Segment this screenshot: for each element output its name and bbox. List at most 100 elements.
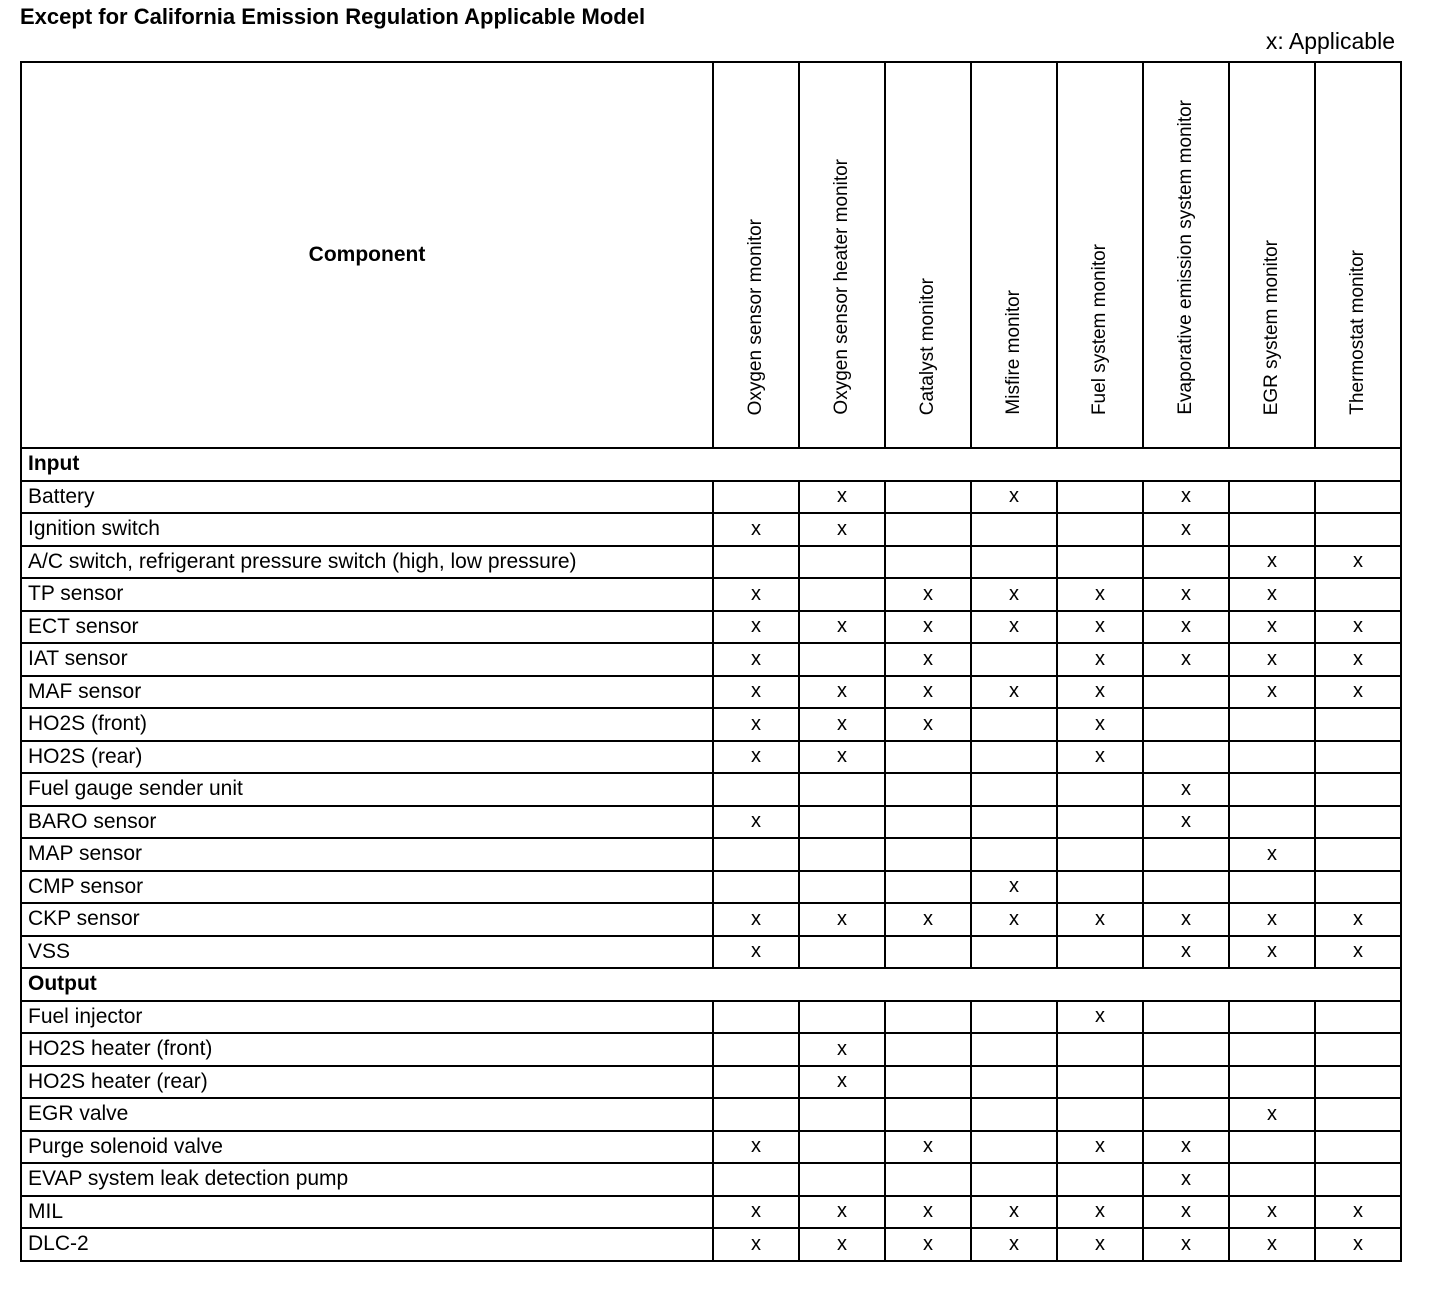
applicability-cell: x [1314, 934, 1402, 969]
applicability-cell [712, 869, 800, 904]
applicability-cell [884, 512, 972, 547]
monitor-header: Misfire monitor [970, 61, 1058, 449]
applicability-cell: x [970, 1194, 1058, 1229]
applicability-cell: x [884, 1129, 972, 1164]
applicability-cell: x [884, 902, 972, 937]
applicability-cell: x [798, 902, 886, 937]
applicability-cell: x [798, 479, 886, 514]
monitor-header-label: Catalyst monitor [917, 277, 938, 415]
applicability-cell: x [712, 1129, 800, 1164]
applicability-cell [1056, 837, 1144, 872]
document-title: Except for California Emission Regulatio… [20, 4, 646, 29]
table-row: Purge solenoid valve x x x x [20, 1129, 1402, 1164]
applicability-cell: x [712, 512, 800, 547]
applicability-cell [970, 999, 1058, 1034]
applicability-cell: x [1142, 1129, 1230, 1164]
monitor-header-label: Fuel system monitor [1089, 243, 1110, 415]
monitor-header-label: Evaporative emission system monitor [1175, 100, 1196, 415]
applicability-cell [1314, 1129, 1402, 1164]
component-name: BARO sensor [20, 804, 714, 839]
applicability-cell: x [1056, 739, 1144, 774]
applicability-cell: x [712, 804, 800, 839]
applicability-cell [970, 772, 1058, 807]
applicability-cell [1142, 1032, 1230, 1067]
applicability-cell [970, 934, 1058, 969]
applicability-cell [1228, 772, 1316, 807]
applicability-cell: x [1056, 609, 1144, 644]
applicability-cell: x [1142, 1194, 1230, 1229]
applicability-cell [1228, 1064, 1316, 1099]
applicability-cell: x [1056, 674, 1144, 709]
applicability-cell [1228, 707, 1316, 742]
applicability-cell [970, 739, 1058, 774]
applicability-cell: x [884, 609, 972, 644]
applicability-cell: x [884, 707, 972, 742]
monitor-header: Fuel system monitor [1056, 61, 1144, 449]
applicability-cell [884, 869, 972, 904]
applicability-cell [1314, 869, 1402, 904]
applicability-cell: x [884, 577, 972, 612]
applicability-cell [798, 1097, 886, 1132]
component-name: HO2S (rear) [20, 739, 714, 774]
applicability-cell [1314, 739, 1402, 774]
applicability-cell: x [1228, 1194, 1316, 1229]
applicability-cell: x [798, 1032, 886, 1067]
table-row: Battery x x x [20, 479, 1402, 514]
applicability-cell [970, 642, 1058, 677]
applicability-cell [1056, 1097, 1144, 1132]
applicability-cell: x [1056, 1194, 1144, 1229]
section-title: Output [20, 967, 1402, 1002]
applicability-cell [970, 1162, 1058, 1197]
applicability-cell [884, 1032, 972, 1067]
applicability-cell [884, 544, 972, 579]
applicability-cell [798, 837, 886, 872]
monitor-header-label: Oxygen sensor heater monitor [831, 159, 852, 415]
applicability-cell [1314, 1064, 1402, 1099]
table-row: HO2S heater (rear) x [20, 1064, 1402, 1099]
table-row: HO2S (rear) x x x [20, 739, 1402, 774]
applicability-cell: x [798, 1064, 886, 1099]
component-name: HO2S heater (rear) [20, 1064, 714, 1099]
applicability-cell [1056, 544, 1144, 579]
applicability-cell: x [712, 674, 800, 709]
applicability-cell: x [1056, 642, 1144, 677]
applicability-cell [1228, 804, 1316, 839]
applicability-cell [1142, 1097, 1230, 1132]
applicability-cell [970, 1064, 1058, 1099]
applicability-cell [884, 1097, 972, 1132]
applicability-cell: x [1314, 1194, 1402, 1229]
applicability-cell: x [1142, 1162, 1230, 1197]
applicability-cell [1314, 512, 1402, 547]
table-row: MAP sensor x [20, 837, 1402, 872]
applicability-cell: x [798, 1194, 886, 1229]
component-name: CKP sensor [20, 902, 714, 937]
applicability-cell [1314, 804, 1402, 839]
table-row: MIL x x x x x x x x [20, 1194, 1402, 1229]
applicability-cell [970, 707, 1058, 742]
applicability-cell: x [884, 1227, 972, 1262]
applicability-cell: x [970, 674, 1058, 709]
applicability-cell [712, 1097, 800, 1132]
applicability-cell [1056, 512, 1144, 547]
component-name: Purge solenoid valve [20, 1129, 714, 1164]
applicability-cell [1228, 1162, 1316, 1197]
applicability-cell: x [1142, 772, 1230, 807]
applicability-cell: x [970, 609, 1058, 644]
table-row: Fuel injector x [20, 999, 1402, 1034]
applicability-cell [1314, 999, 1402, 1034]
applicability-cell [970, 1032, 1058, 1067]
applicability-cell: x [1228, 577, 1316, 612]
applicability-cell [1314, 577, 1402, 612]
applicability-cell: x [712, 1194, 800, 1229]
applicability-cell [1228, 999, 1316, 1034]
applicability-cell [1314, 837, 1402, 872]
applicability-cell [884, 739, 972, 774]
monitor-header: Catalyst monitor [884, 61, 972, 449]
applicability-cell: x [1056, 902, 1144, 937]
table-row: CMP sensor x [20, 869, 1402, 904]
table-row: IAT sensor x x x x x x [20, 642, 1402, 677]
applicability-cell [1228, 1032, 1316, 1067]
applicability-cell: x [1228, 837, 1316, 872]
applicability-cell: x [1056, 999, 1144, 1034]
applicability-cell [1056, 772, 1144, 807]
